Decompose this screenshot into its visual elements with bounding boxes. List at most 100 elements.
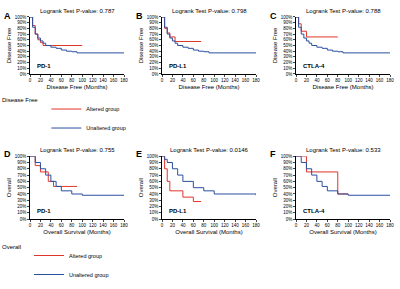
svg-text:80: 80 bbox=[335, 223, 341, 228]
svg-text:0: 0 bbox=[29, 223, 32, 228]
svg-text:120: 120 bbox=[221, 223, 229, 228]
svg-text:20: 20 bbox=[304, 223, 310, 228]
svg-text:PD-1: PD-1 bbox=[37, 63, 51, 69]
svg-text:20: 20 bbox=[304, 78, 310, 83]
svg-text:90%: 90% bbox=[17, 20, 26, 25]
svg-text:20: 20 bbox=[38, 78, 44, 83]
svg-text:140: 140 bbox=[99, 223, 107, 228]
svg-text:60: 60 bbox=[191, 78, 197, 83]
svg-text:20: 20 bbox=[170, 78, 176, 83]
svg-text:140: 140 bbox=[365, 223, 373, 228]
svg-text:60: 60 bbox=[59, 78, 65, 83]
svg-text:80%: 80% bbox=[283, 26, 292, 31]
svg-text:100%: 100% bbox=[281, 154, 293, 159]
svg-text:100%: 100% bbox=[147, 15, 159, 20]
svg-text:CTLA-4: CTLA-4 bbox=[303, 208, 325, 214]
svg-text:80: 80 bbox=[201, 223, 207, 228]
svg-text:80: 80 bbox=[69, 78, 75, 83]
svg-text:50%: 50% bbox=[17, 43, 26, 48]
svg-text:100%: 100% bbox=[15, 15, 27, 20]
svg-text:70%: 70% bbox=[149, 173, 158, 178]
svg-text:20: 20 bbox=[38, 223, 44, 228]
svg-text:30%: 30% bbox=[283, 198, 292, 203]
svg-text:A: A bbox=[4, 11, 11, 21]
svg-text:0: 0 bbox=[295, 78, 298, 83]
svg-text:40: 40 bbox=[48, 78, 54, 83]
svg-text:Logrank Test P-value: 0.788: Logrank Test P-value: 0.788 bbox=[306, 8, 381, 14]
svg-text:20%: 20% bbox=[17, 204, 26, 209]
svg-text:D: D bbox=[4, 149, 11, 159]
svg-text:Overall Survival (Months): Overall Survival (Months) bbox=[43, 229, 110, 235]
svg-text:40%: 40% bbox=[149, 49, 158, 54]
svg-text:100%: 100% bbox=[281, 15, 293, 20]
svg-text:Unaltered group: Unaltered group bbox=[86, 125, 125, 131]
svg-text:40%: 40% bbox=[283, 192, 292, 197]
svg-text:80%: 80% bbox=[149, 166, 158, 171]
svg-text:30%: 30% bbox=[17, 54, 26, 59]
svg-text:160: 160 bbox=[242, 78, 250, 83]
svg-text:Overall Survival (Months): Overall Survival (Months) bbox=[309, 229, 376, 235]
svg-text:0%: 0% bbox=[152, 217, 159, 222]
svg-text:0: 0 bbox=[29, 78, 32, 83]
svg-text:140: 140 bbox=[231, 223, 239, 228]
svg-text:50%: 50% bbox=[149, 43, 158, 48]
svg-text:Logrank Test P-value: 0.533: Logrank Test P-value: 0.533 bbox=[306, 147, 381, 153]
svg-text:Disease Free: Disease Free bbox=[272, 27, 278, 63]
svg-text:B: B bbox=[136, 11, 143, 21]
svg-text:90%: 90% bbox=[283, 160, 292, 165]
svg-text:30%: 30% bbox=[149, 54, 158, 59]
svg-text:40%: 40% bbox=[149, 192, 158, 197]
svg-text:120: 120 bbox=[89, 78, 97, 83]
svg-text:60%: 60% bbox=[17, 179, 26, 184]
svg-text:CTLA-4: CTLA-4 bbox=[303, 63, 325, 69]
svg-text:PD-L1: PD-L1 bbox=[169, 63, 187, 69]
svg-text:30%: 30% bbox=[17, 198, 26, 203]
svg-text:80: 80 bbox=[335, 78, 341, 83]
svg-text:0: 0 bbox=[161, 78, 164, 83]
svg-text:70%: 70% bbox=[283, 173, 292, 178]
svg-text:Disease Free: Disease Free bbox=[2, 97, 38, 103]
svg-text:Overall: Overall bbox=[2, 244, 21, 250]
svg-text:20: 20 bbox=[170, 223, 176, 228]
svg-text:160: 160 bbox=[376, 223, 384, 228]
svg-text:140: 140 bbox=[99, 78, 107, 83]
svg-text:PD-1: PD-1 bbox=[37, 208, 51, 214]
svg-text:100%: 100% bbox=[15, 154, 27, 159]
svg-text:60: 60 bbox=[59, 223, 65, 228]
svg-text:0%: 0% bbox=[20, 217, 27, 222]
svg-text:80%: 80% bbox=[149, 26, 158, 31]
svg-text:Logrank Test P-value: 0.798: Logrank Test P-value: 0.798 bbox=[172, 8, 247, 14]
svg-text:10%: 10% bbox=[283, 66, 292, 71]
svg-text:160: 160 bbox=[376, 78, 384, 83]
svg-text:100: 100 bbox=[210, 78, 218, 83]
svg-text:140: 140 bbox=[231, 78, 239, 83]
svg-text:120: 120 bbox=[221, 78, 229, 83]
svg-text:10%: 10% bbox=[149, 210, 158, 215]
svg-text:100: 100 bbox=[344, 223, 352, 228]
svg-text:Overall Survival (Months): Overall Survival (Months) bbox=[175, 229, 242, 235]
svg-text:Logrank Test P-value: 0.787: Logrank Test P-value: 0.787 bbox=[40, 8, 115, 14]
svg-text:60: 60 bbox=[325, 223, 331, 228]
svg-text:100%: 100% bbox=[147, 154, 159, 159]
svg-text:Overall: Overall bbox=[6, 178, 12, 197]
svg-text:60: 60 bbox=[191, 223, 197, 228]
svg-text:80: 80 bbox=[69, 223, 75, 228]
svg-text:90%: 90% bbox=[149, 160, 158, 165]
svg-text:0%: 0% bbox=[286, 72, 293, 77]
svg-text:90%: 90% bbox=[17, 160, 26, 165]
svg-text:50%: 50% bbox=[149, 185, 158, 190]
svg-text:40: 40 bbox=[314, 223, 320, 228]
svg-text:160: 160 bbox=[242, 223, 250, 228]
svg-text:Unaltered group: Unaltered group bbox=[69, 272, 108, 278]
svg-text:Disease Free (Months): Disease Free (Months) bbox=[312, 84, 373, 90]
svg-text:10%: 10% bbox=[17, 210, 26, 215]
svg-text:70%: 70% bbox=[17, 32, 26, 37]
svg-text:180: 180 bbox=[386, 78, 394, 83]
svg-text:180: 180 bbox=[252, 223, 260, 228]
svg-text:50%: 50% bbox=[283, 185, 292, 190]
svg-text:0: 0 bbox=[161, 223, 164, 228]
svg-text:0%: 0% bbox=[20, 72, 27, 77]
svg-text:160: 160 bbox=[110, 223, 118, 228]
svg-text:120: 120 bbox=[89, 223, 97, 228]
svg-text:60: 60 bbox=[325, 78, 331, 83]
